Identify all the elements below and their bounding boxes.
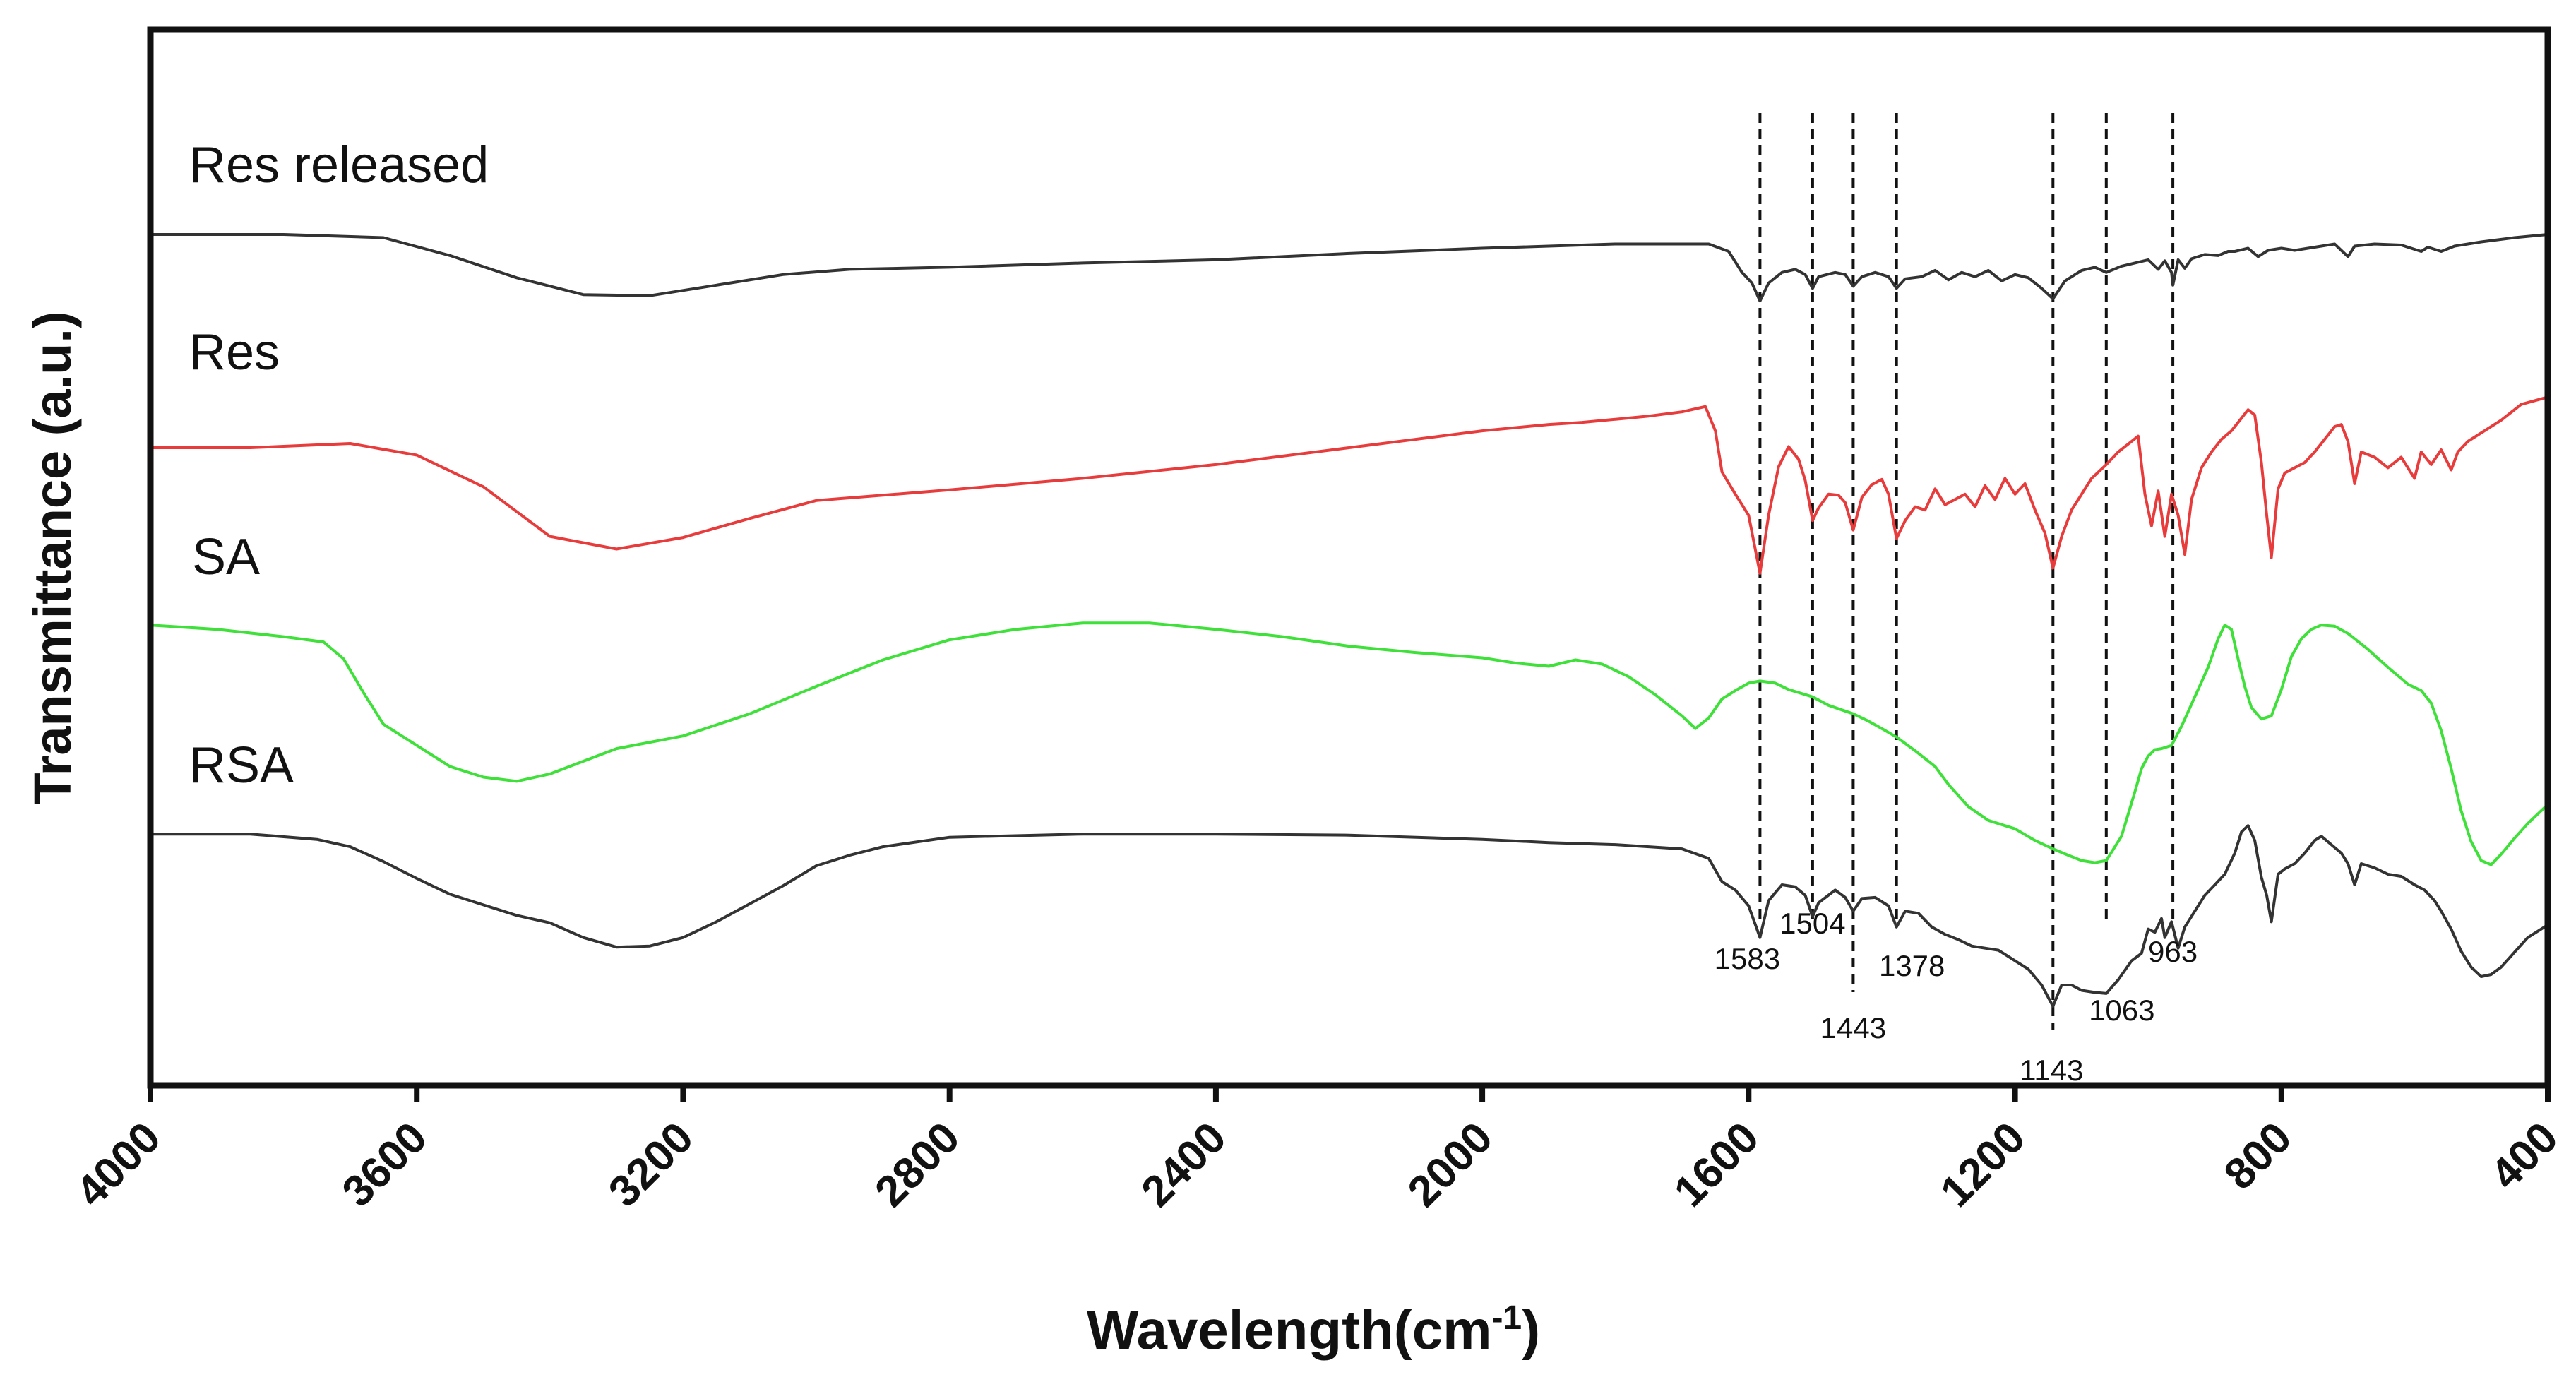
x-axis-title-main: Wavelength(cm [1087,1299,1492,1361]
y-axis-title: Transmittance (a.u.) [23,311,82,804]
x-axis-ticks [148,1085,2551,1102]
x-axis-title-exponent: -1 [1491,1299,1522,1337]
series-line-sa [149,621,2549,866]
peak-label-1378: 1378 [1879,949,1945,982]
x-axis-title: Wavelength(cm-1) [1087,1299,1540,1361]
peak-label-1443: 1443 [1820,1011,1886,1044]
peak-label-1143: 1143 [2020,1054,2083,1087]
peak-reference-lines [1758,113,2175,1030]
peak-label-1583: 1583 [1715,942,1780,975]
plot-frame [147,26,2551,1089]
series-label-res-released: Res released [189,137,489,193]
peak-label-1063: 1063 [2089,994,2154,1027]
series-line-res [149,395,2549,575]
series-line-res-released [149,233,2549,303]
series-line-rsa [149,824,2549,1008]
peak-label-963: 963 [2148,935,2198,968]
series-label-res: Res [189,324,280,381]
series-labels: Res released Res SA RSA [189,137,489,794]
series-label-rsa: RSA [189,737,294,794]
spectra-series [149,233,2549,1008]
series-label-sa: SA [192,529,260,585]
peak-label-1504: 1504 [1779,907,1845,940]
x-axis-title-close: ) [1522,1299,1540,1361]
